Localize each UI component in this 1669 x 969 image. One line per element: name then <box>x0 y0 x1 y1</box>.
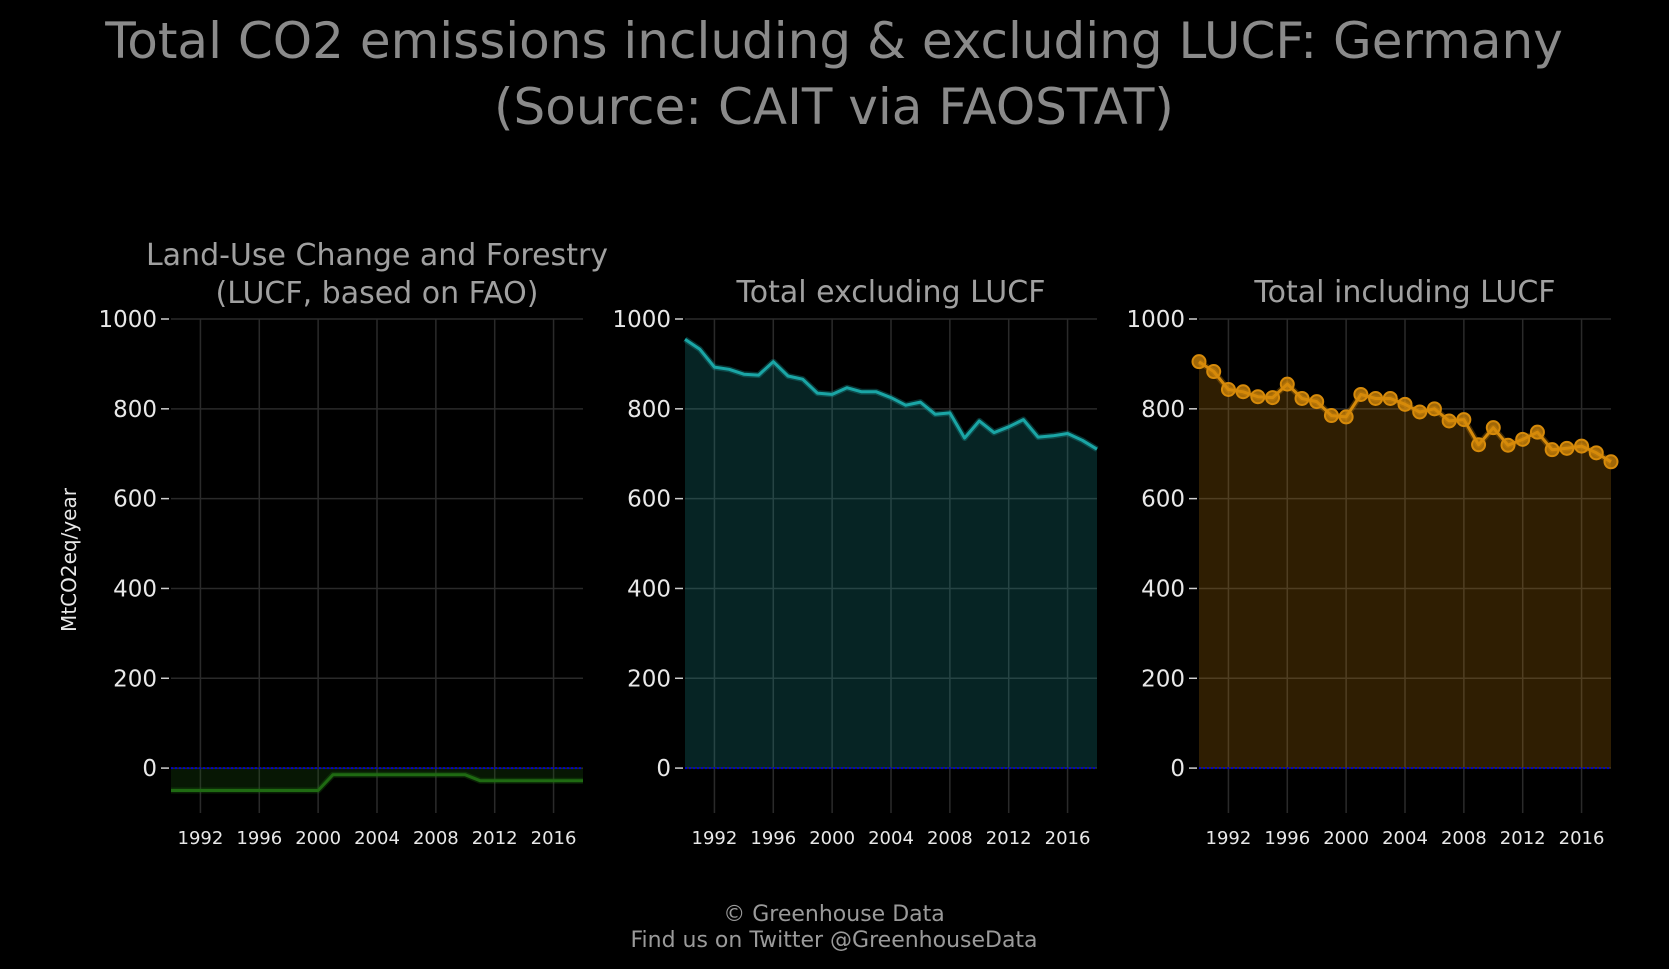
data-point <box>1574 438 1590 454</box>
y-tick-label: 600 <box>113 487 157 513</box>
series-line <box>684 337 1098 451</box>
x-tick-label: 1996 <box>750 828 796 849</box>
y-tick-label: 0 <box>1170 756 1185 782</box>
x-tick-label: 2000 <box>809 828 855 849</box>
y-tick-label: 200 <box>1141 666 1185 692</box>
data-point <box>1382 390 1398 406</box>
x-tick-label: 2016 <box>1559 828 1605 849</box>
data-point <box>1544 442 1560 458</box>
y-axis-label: MtCO2eq/year <box>57 487 81 632</box>
data-point <box>1191 354 1207 370</box>
data-point <box>1368 390 1384 406</box>
x-tick-label: 2008 <box>1441 828 1487 849</box>
data-point <box>1220 382 1236 398</box>
series-area <box>685 339 1097 769</box>
panel-title: Total including LUCF <box>1253 275 1555 310</box>
chart-subtitle: (Source: CAIT via FAOSTAT) <box>494 78 1174 136</box>
x-tick-label: 1996 <box>1264 828 1310 849</box>
x-tick-label: 2008 <box>927 828 973 849</box>
data-point <box>1485 420 1501 436</box>
x-tick-label: 2000 <box>295 828 341 849</box>
data-point <box>1515 431 1531 447</box>
chart-title: Total CO2 emissions including & excludin… <box>104 12 1563 70</box>
data-point <box>1323 408 1339 424</box>
y-tick-label: 400 <box>113 576 157 602</box>
data-point <box>1338 409 1354 425</box>
y-tick-label: 400 <box>1141 576 1185 602</box>
data-point <box>1235 384 1251 400</box>
x-tick-label: 1992 <box>692 828 738 849</box>
data-point <box>1353 386 1369 402</box>
series-area <box>171 768 583 791</box>
y-tick-label: 0 <box>656 756 671 782</box>
y-tick-label: 800 <box>113 397 157 423</box>
footer-twitter: Find us on Twitter @GreenhouseData <box>630 928 1037 953</box>
data-point <box>1309 394 1325 410</box>
y-tick-label: 200 <box>113 666 157 692</box>
panel-title: (LUCF, based on FAO) <box>216 276 539 311</box>
x-tick-label: 2016 <box>1045 828 1091 849</box>
x-tick-label: 1996 <box>236 828 282 849</box>
x-tick-label: 2004 <box>1382 828 1428 849</box>
data-point <box>1426 401 1442 417</box>
footer-copyright: © Greenhouse Data <box>723 902 944 927</box>
x-tick-label: 2012 <box>472 828 518 849</box>
y-tick-label: 800 <box>1141 397 1185 423</box>
y-tick-label: 200 <box>627 666 671 692</box>
data-point <box>1279 376 1295 392</box>
x-tick-label: 1992 <box>178 828 224 849</box>
y-tick-label: 1000 <box>98 307 157 333</box>
y-tick-label: 800 <box>627 397 671 423</box>
data-point <box>1265 390 1281 406</box>
data-point <box>1500 437 1516 453</box>
data-point <box>1603 454 1619 470</box>
panel-title: Land-Use Change and Forestry <box>146 238 608 273</box>
y-tick-label: 600 <box>1141 487 1185 513</box>
x-tick-label: 1992 <box>1206 828 1252 849</box>
panel-title: Total excluding LUCF <box>736 275 1046 310</box>
data-point <box>1471 437 1487 453</box>
data-point <box>1456 412 1472 428</box>
x-tick-label: 2004 <box>354 828 400 849</box>
y-tick-label: 600 <box>627 487 671 513</box>
y-tick-label: 0 <box>142 756 157 782</box>
series-area <box>1199 361 1611 769</box>
x-tick-label: 2012 <box>986 828 1032 849</box>
data-point <box>1559 440 1575 456</box>
data-point <box>1412 404 1428 420</box>
data-point <box>1294 390 1310 406</box>
data-point <box>1529 424 1545 440</box>
data-point <box>1397 396 1413 412</box>
y-tick-label: 400 <box>627 576 671 602</box>
x-tick-label: 2004 <box>868 828 914 849</box>
data-point <box>1250 389 1266 405</box>
series-line <box>171 773 583 792</box>
data-point <box>1588 445 1604 461</box>
data-point <box>1206 364 1222 380</box>
x-tick-label: 2008 <box>413 828 459 849</box>
y-tick-label: 1000 <box>612 307 671 333</box>
x-tick-label: 2012 <box>1500 828 1546 849</box>
y-tick-label: 1000 <box>1126 307 1185 333</box>
data-point <box>1441 413 1457 429</box>
x-tick-label: 2000 <box>1323 828 1369 849</box>
x-tick-label: 2016 <box>531 828 577 849</box>
